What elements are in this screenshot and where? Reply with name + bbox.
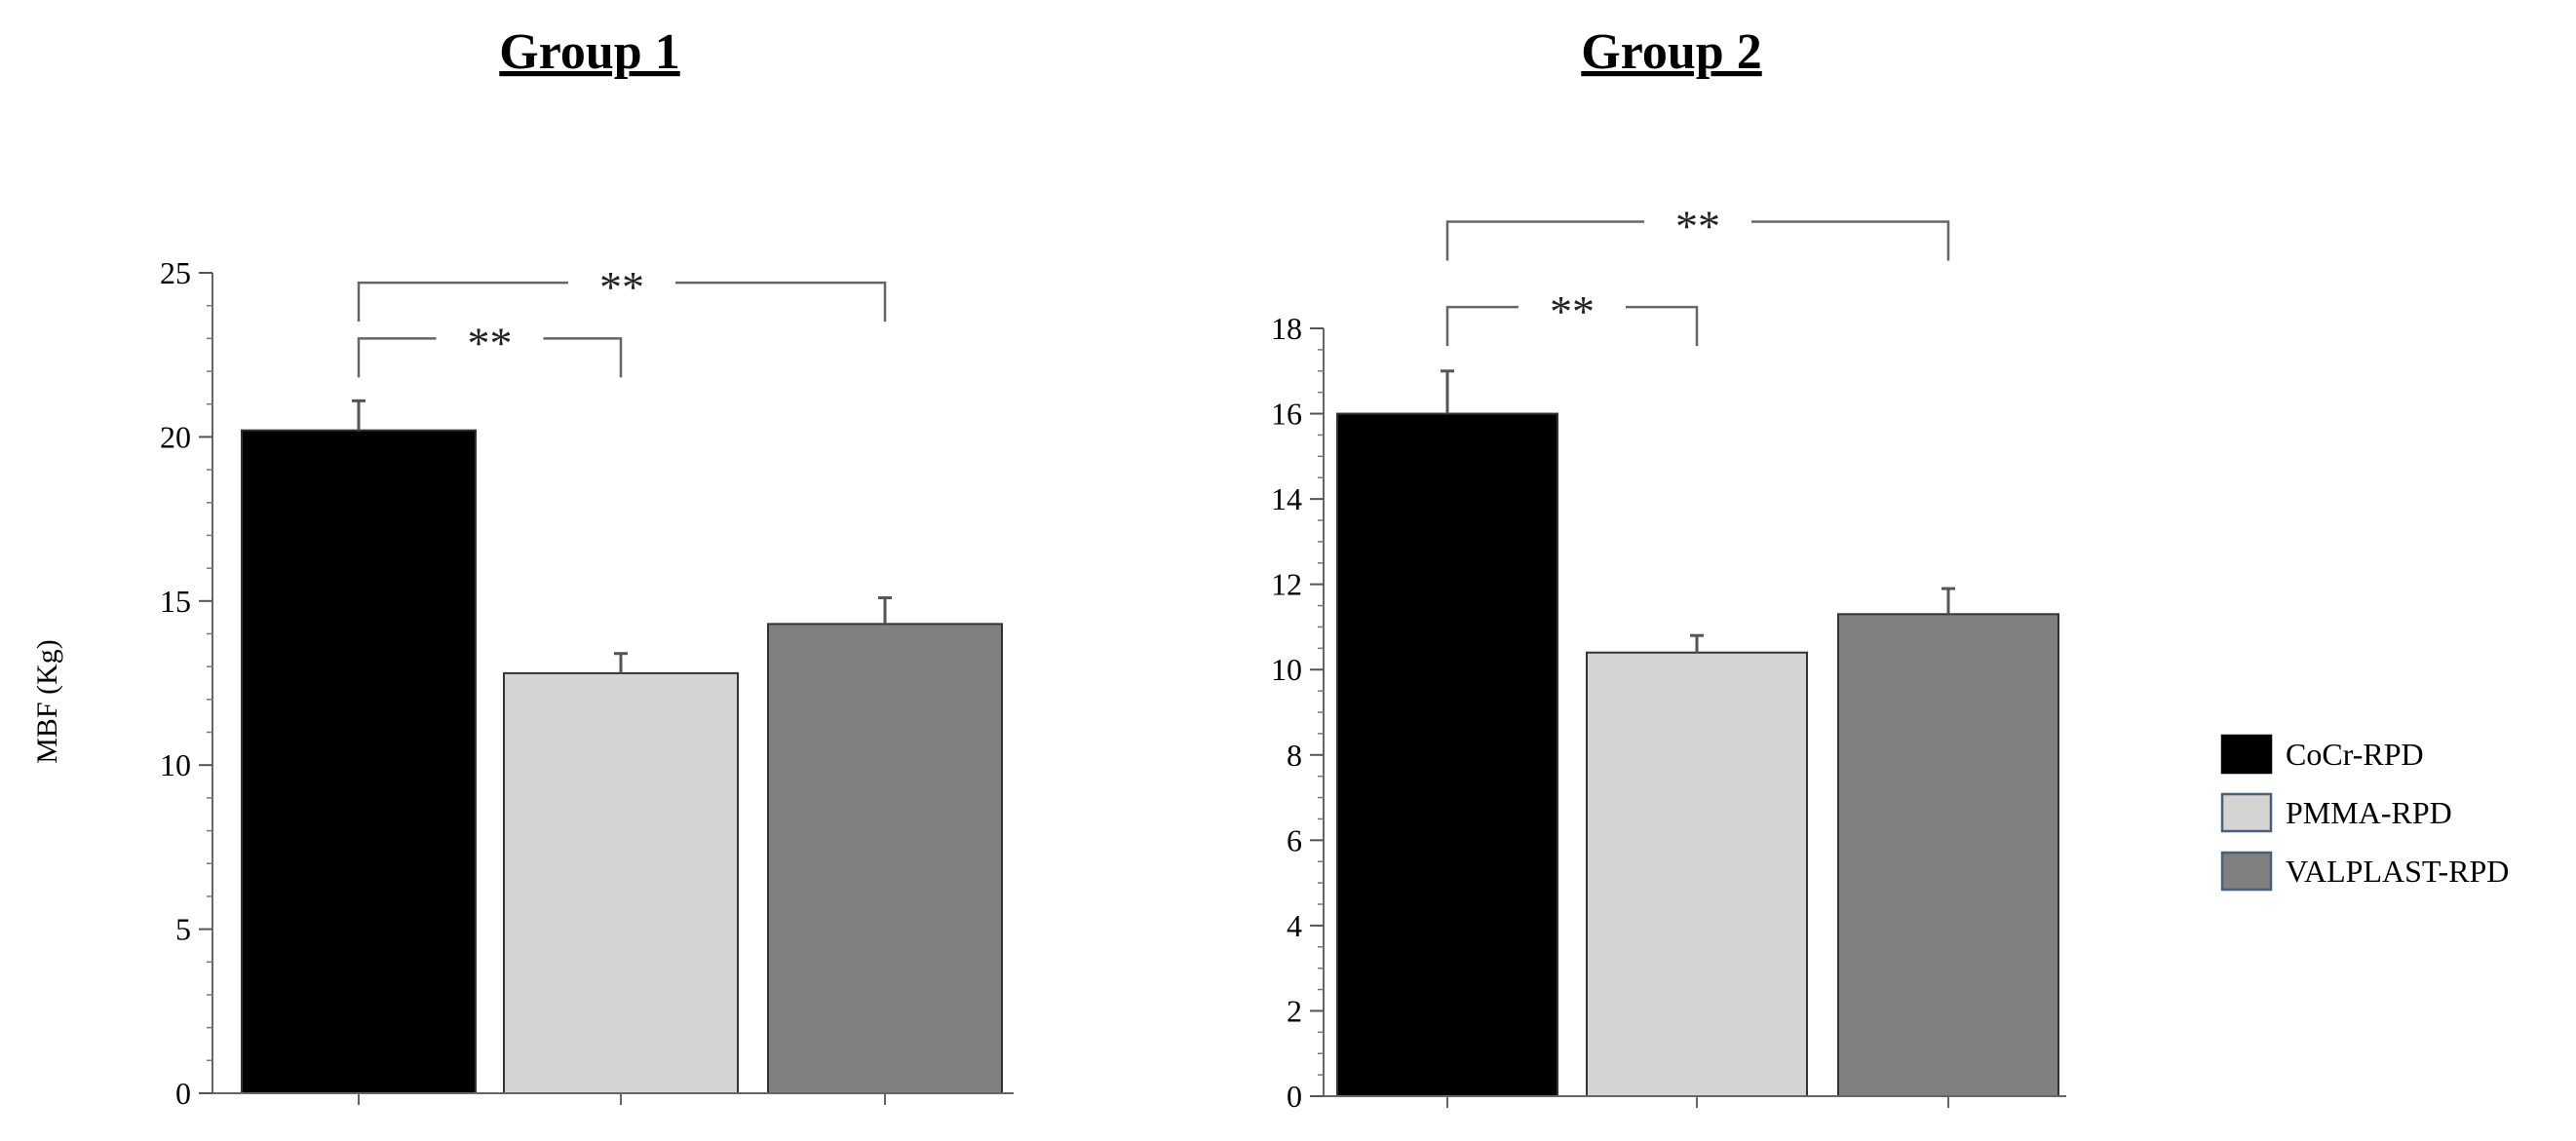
y-axis-label-group-1: MBF (Kg) bbox=[31, 639, 63, 764]
y-tick-label: 25 bbox=[160, 255, 191, 290]
y-tick-label: 15 bbox=[160, 584, 191, 619]
y-tick-label: 18 bbox=[1271, 311, 1302, 346]
y-tick-label: 12 bbox=[1271, 567, 1302, 602]
y-tick-label: 8 bbox=[1287, 738, 1302, 773]
legend-swatch-cocr-rpd bbox=[2220, 734, 2273, 775]
legend-label-valplast-rpd: VALPLAST-RPD bbox=[2286, 854, 2509, 889]
bar-valplast-rpd bbox=[767, 623, 1003, 1094]
significance-bracket-right bbox=[543, 337, 623, 378]
bar-pmma-rpd bbox=[503, 671, 739, 1094]
y-tick-label: 2 bbox=[1287, 993, 1302, 1028]
y-tick-label: 0 bbox=[1287, 1079, 1302, 1114]
chart-title-group-1: Group 1 bbox=[499, 24, 679, 80]
significance-bracket-right bbox=[675, 281, 887, 323]
plot-area-group-2: 0 2 4 6 8 10 12 14 16 18 ** ** bbox=[1271, 202, 2066, 1114]
significance-label: ** bbox=[468, 318, 513, 367]
significance-bracket-left bbox=[1445, 220, 1644, 261]
chart-title-group-2: Group 2 bbox=[1581, 24, 1761, 80]
significance-bracket-left bbox=[1445, 305, 1519, 347]
y-tick-label: 16 bbox=[1271, 397, 1302, 432]
significance-label: ** bbox=[599, 262, 644, 312]
chart-group-1: Group 1 MBF (Kg) 0 5 10 15 20 25 ** ** bbox=[31, 24, 1014, 1111]
plot-area-group-1: 0 5 10 15 20 25 ** ** bbox=[160, 255, 1014, 1111]
legend-swatch-valplast-rpd bbox=[2220, 851, 2273, 892]
bar-cocr-rpd bbox=[1336, 412, 1558, 1097]
significance-bracket-left bbox=[357, 281, 568, 323]
legend-label-pmma-rpd: PMMA-RPD bbox=[2286, 795, 2452, 830]
y-tick-label: 5 bbox=[175, 912, 191, 947]
y-tick-label: 0 bbox=[175, 1076, 191, 1111]
y-tick-label: 4 bbox=[1287, 908, 1302, 943]
bar-pmma-rpd bbox=[1586, 651, 1808, 1097]
chart-group-2: Group 2 0 2 4 6 8 10 12 14 16 18 ** ** bbox=[1271, 24, 2066, 1114]
bar-valplast-rpd bbox=[1837, 613, 2059, 1097]
legend: CoCr-RPD PMMA-RPD VALPLAST-RPD bbox=[2220, 734, 2509, 892]
y-tick-label: 6 bbox=[1287, 822, 1302, 857]
significance-bracket-right bbox=[1626, 305, 1699, 347]
y-tick-label: 10 bbox=[1271, 652, 1302, 687]
legend-label-cocr-rpd: CoCr-RPD bbox=[2286, 737, 2424, 772]
significance-bracket-right bbox=[1751, 220, 1950, 261]
y-tick-label: 14 bbox=[1271, 481, 1302, 516]
y-tick-label: 10 bbox=[160, 747, 191, 782]
y-tick-label: 20 bbox=[160, 419, 191, 454]
significance-label: ** bbox=[1550, 286, 1595, 336]
significance-label: ** bbox=[1675, 202, 1720, 251]
legend-swatch-pmma-rpd bbox=[2220, 792, 2273, 833]
bar-cocr-rpd bbox=[241, 429, 477, 1094]
significance-bracket-left bbox=[357, 337, 437, 378]
